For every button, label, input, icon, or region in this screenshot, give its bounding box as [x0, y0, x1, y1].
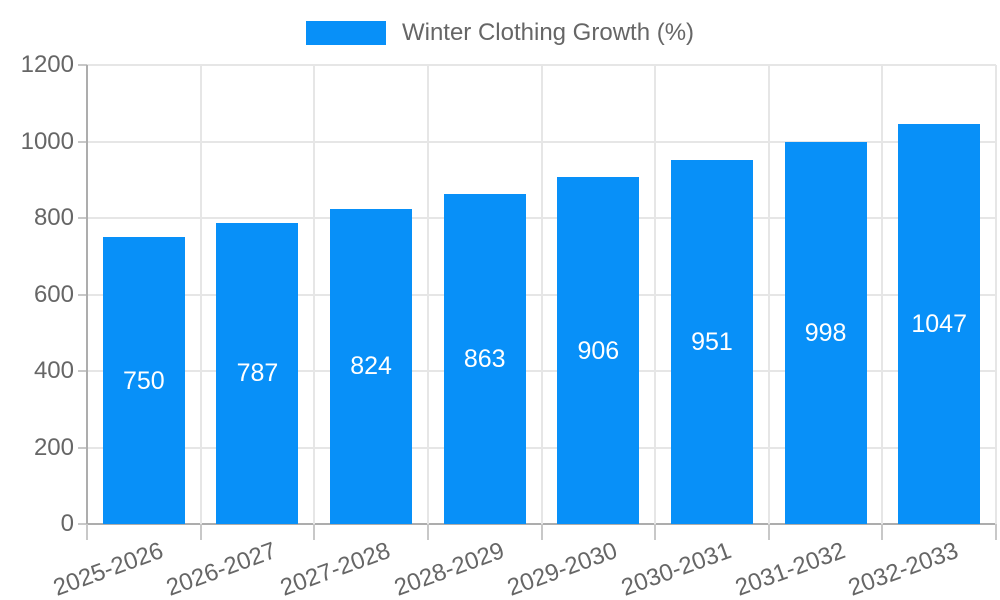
x-tick-mark — [767, 524, 770, 540]
x-tick-mark — [654, 524, 657, 540]
y-tick-mark — [78, 217, 87, 219]
x-gridline — [654, 65, 657, 524]
legend-label: Winter Clothing Growth (%) — [401, 19, 695, 46]
bar — [784, 142, 867, 524]
bar — [102, 237, 185, 524]
bar — [216, 222, 299, 524]
bar — [670, 160, 753, 524]
x-gridline — [313, 65, 316, 524]
x-tick-mark — [881, 524, 884, 540]
y-axis-line — [86, 65, 88, 524]
x-tick-mark — [86, 524, 88, 540]
x-gridline — [767, 65, 770, 524]
bar-value-label: 863 — [463, 344, 506, 373]
y-tick-mark — [78, 64, 87, 66]
y-tick-mark — [78, 370, 87, 372]
y-tick-label: 1200 — [20, 51, 74, 78]
legend-swatch — [305, 21, 386, 45]
x-tick-mark — [199, 524, 202, 540]
y-tick-mark — [78, 293, 87, 296]
bar-value-label: 906 — [577, 336, 620, 365]
bar-value-label: 998 — [804, 319, 847, 348]
bar-value-label: 787 — [236, 359, 279, 388]
y-tick-mark — [78, 523, 87, 525]
x-gridline — [995, 65, 997, 524]
chart-legend: Winter Clothing Growth (%) — [0, 19, 1000, 47]
x-gridline — [199, 65, 202, 524]
bar-value-label: 1047 — [911, 309, 967, 338]
y-tick-mark — [78, 446, 87, 449]
y-tick-mark — [78, 140, 87, 143]
x-tick-mark — [540, 524, 543, 540]
y-tick-label: 200 — [33, 433, 74, 461]
bar — [898, 123, 981, 524]
x-tick-mark — [995, 524, 997, 540]
bar — [330, 208, 413, 524]
y-tick-label: 800 — [33, 204, 74, 231]
y-tick-label: 400 — [33, 357, 74, 384]
x-gridline — [540, 65, 543, 524]
x-tick-mark — [426, 524, 429, 540]
x-tick-mark — [313, 524, 316, 540]
bar-value-label: 824 — [350, 352, 392, 381]
y-tick-label: 0 — [60, 510, 74, 537]
bar — [557, 177, 640, 524]
x-gridline — [426, 65, 429, 524]
bar-value-label: 750 — [122, 366, 165, 395]
y-tick-label: 1000 — [20, 127, 74, 155]
bar-value-label: 951 — [691, 328, 733, 357]
x-gridline — [881, 65, 884, 524]
y-tick-label: 600 — [33, 280, 74, 308]
bar — [443, 193, 526, 524]
